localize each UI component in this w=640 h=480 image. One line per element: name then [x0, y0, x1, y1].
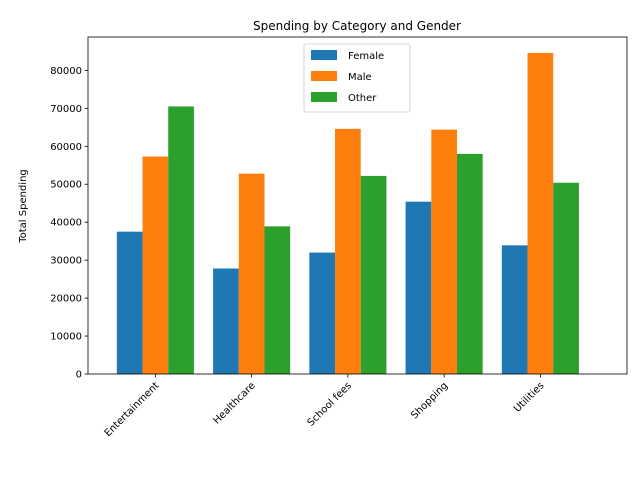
y-tick-label: 70000 [50, 104, 82, 115]
bar-female-school-fees [309, 252, 336, 374]
y-axis-label: Total Spending [18, 169, 29, 244]
bar-female-shopping [405, 201, 432, 374]
bar-other-entertainment [168, 106, 194, 374]
plot-frame [87, 36, 628, 375]
bar-female-utilities [501, 245, 528, 374]
bar-other-school-fees [360, 175, 387, 374]
bars-layer [116, 52, 579, 374]
legend-label-male: Male [348, 72, 372, 83]
bar-male-shopping [431, 129, 457, 374]
y-tick-label: 30000 [50, 256, 82, 267]
bar-female-entertainment [116, 231, 143, 374]
bar-other-shopping [456, 153, 483, 374]
legend-swatch-male [311, 71, 337, 81]
y-tick-label: 80000 [50, 66, 82, 77]
legend: Female Male Other [303, 43, 411, 113]
y-tick-label: 40000 [50, 218, 82, 229]
chart-title: Spending by Category and Gender [253, 19, 461, 33]
bar-male-healthcare [238, 173, 265, 374]
y-tick-label: 20000 [50, 294, 82, 305]
bar-female-healthcare [213, 268, 239, 374]
legend-label-female: Female [348, 51, 384, 62]
bar-male-school-fees [335, 128, 361, 374]
bar-male-utilities [527, 52, 554, 374]
bar-other-healthcare [264, 226, 291, 374]
bar-other-utilities [553, 182, 579, 374]
legend-swatch-female [311, 50, 337, 60]
legend-label-other: Other [348, 93, 377, 104]
legend-swatch-other [311, 92, 337, 102]
bar-male-entertainment [142, 156, 169, 374]
y-tick-label: 60000 [50, 142, 82, 153]
y-tick-label: 10000 [50, 332, 82, 343]
y-tick-label: 50000 [50, 180, 82, 191]
y-tick-label: 0 [76, 370, 82, 381]
